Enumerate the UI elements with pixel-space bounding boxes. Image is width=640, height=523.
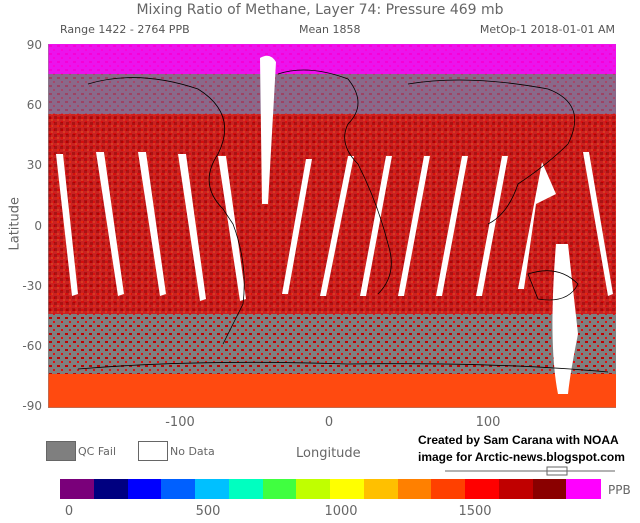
- mean-text: Mean 1858: [299, 23, 361, 36]
- colorbar-segment: [262, 479, 297, 499]
- no-data-swatch: [138, 441, 168, 461]
- y-tick-label: 90: [26, 38, 42, 52]
- credit-line-1: Created by Sam Carana with NOAA: [418, 433, 619, 447]
- tropical-band: [48, 114, 616, 314]
- methane-world-map: [48, 44, 616, 408]
- colorbar-tick: 1000: [324, 504, 358, 519]
- colorbar-segment: [532, 479, 567, 499]
- colorbar-segment: [127, 479, 162, 499]
- arctic-band: [48, 44, 616, 74]
- x-tick-label: 100: [475, 415, 501, 430]
- colorbar-tick: 500: [195, 504, 221, 519]
- map-title: Mixing Ratio of Methane, Layer 74: Press…: [136, 2, 504, 18]
- y-tick-label: -90: [22, 399, 42, 413]
- no-data-swaths: [56, 55, 613, 394]
- y-tick-label: 0: [34, 219, 42, 233]
- arctic-mixed-band: [48, 74, 616, 114]
- x-tick-label: 0: [324, 415, 334, 430]
- colorbar-segment: [228, 479, 263, 499]
- colorbar-segment: [566, 479, 601, 499]
- x-axis-label: Longitude: [296, 446, 361, 461]
- colorbar-unit: PPB: [608, 483, 631, 497]
- y-tick-label: 30: [26, 158, 42, 172]
- colorbar-tick: 1500: [458, 504, 492, 519]
- colorbar-segment: [330, 479, 365, 499]
- colorbar: [60, 479, 601, 499]
- satellite-date-text: MetOp-1 2018-01-01 AM: [479, 23, 615, 36]
- coastlines: [77, 69, 609, 373]
- y-tick-label: -30: [22, 279, 42, 293]
- y-axis-label: Latitude: [7, 196, 23, 251]
- colorbar-segment: [296, 479, 331, 499]
- qc-fail-label: QC Fail: [78, 445, 117, 458]
- antarctic-band: [48, 374, 616, 408]
- no-data-label: No Data: [170, 445, 215, 458]
- colorbar-segment: [431, 479, 466, 499]
- y-tick-label: 60: [26, 98, 42, 112]
- colorbar-segment: [363, 479, 398, 499]
- colorbar-segment: [161, 479, 196, 499]
- colorbar-segment: [498, 479, 533, 499]
- colorbar-tick: 0: [64, 504, 74, 519]
- colorbar-segment: [195, 479, 230, 499]
- credit-line-2: image for Arctic-news.blogspot.com: [418, 450, 625, 464]
- y-tick-label: -60: [22, 339, 42, 353]
- southern-band: [48, 314, 616, 374]
- colorbar-segment: [397, 479, 432, 499]
- scroll-indicator: [445, 466, 615, 476]
- x-tick-label: -100: [165, 415, 195, 430]
- qc-fail-swatch: [46, 441, 76, 461]
- colorbar-segment: [465, 479, 500, 499]
- range-text: Range 1422 - 2764 PPB: [60, 23, 190, 36]
- colorbar-segment: [93, 479, 128, 499]
- colorbar-segment: [60, 479, 95, 499]
